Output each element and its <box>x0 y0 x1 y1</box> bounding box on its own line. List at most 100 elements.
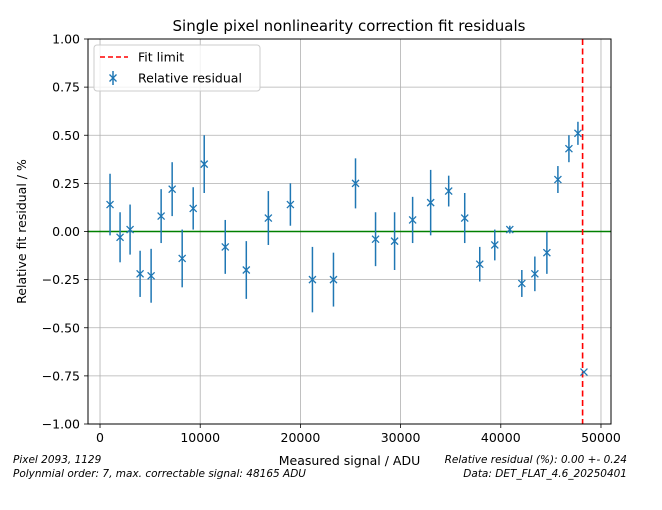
x-marker-stroke <box>351 179 360 188</box>
reference-lines <box>88 39 611 424</box>
legend-relative-residual-swatch <box>109 71 117 85</box>
data-points <box>106 121 588 376</box>
x-marker-stroke <box>221 242 230 251</box>
x-tick-label: 50000 <box>581 430 621 445</box>
x-marker-stroke <box>444 187 453 196</box>
y-tick-label: 0.25 <box>52 176 80 191</box>
x-tick-label: 40000 <box>481 430 521 445</box>
data-source: Data: DET_FLAT_4.6_20250401 <box>463 468 627 480</box>
pixel-info: Pixel 2093, 1129 <box>13 454 102 466</box>
y-tick-label: −0.50 <box>42 320 80 335</box>
data-point <box>517 270 526 297</box>
x-marker-stroke <box>542 248 551 257</box>
data-point <box>286 183 295 226</box>
x-marker-stroke <box>530 269 539 278</box>
x-marker-stroke <box>200 160 209 169</box>
data-point <box>178 229 187 288</box>
x-marker-stroke <box>329 275 338 284</box>
x-marker-stroke <box>553 175 562 184</box>
x-marker-stroke <box>505 225 514 234</box>
legend-marker-stroke <box>109 74 117 82</box>
y-tick-label: −0.25 <box>42 272 80 287</box>
data-point <box>308 246 317 313</box>
x-axis-label: Measured signal / ADU <box>279 453 421 468</box>
data-point <box>505 225 514 234</box>
x-tick-label: 0 <box>96 430 104 445</box>
data-point <box>116 212 125 263</box>
x-tick-label: 20000 <box>281 430 321 445</box>
data-point <box>460 193 469 244</box>
data-point <box>530 256 539 292</box>
x-marker-stroke <box>136 269 145 278</box>
x-marker-stroke <box>517 279 526 288</box>
data-point <box>147 248 156 303</box>
legend-fit-limit-label: Fit limit <box>138 50 184 65</box>
x-tick-label: 10000 <box>180 430 220 445</box>
footer-right: Relative residual (%): 0.00 +- 0.24 Data… <box>445 453 627 481</box>
legend-relative-residual-label: Relative residual <box>138 71 242 86</box>
data-point <box>157 189 166 244</box>
x-marker-stroke <box>147 271 156 280</box>
data-point <box>426 169 435 236</box>
x-marker-stroke <box>242 266 251 274</box>
data-point <box>126 204 135 255</box>
y-tick-label: 1.00 <box>52 32 80 47</box>
data-point <box>351 158 360 209</box>
y-tick-label: 0.00 <box>52 224 80 239</box>
y-tick-label: −1.00 <box>42 417 80 432</box>
data-point <box>329 252 338 307</box>
y-tick-label: −0.75 <box>42 368 80 383</box>
x-marker-stroke <box>264 214 273 222</box>
residual-summary: Relative residual (%): 0.00 +- 0.24 <box>444 454 627 466</box>
data-point <box>390 212 399 270</box>
x-marker-stroke <box>564 144 573 153</box>
x-marker-stroke <box>426 198 435 207</box>
x-marker-stroke <box>308 275 317 284</box>
chart-title: Single pixel nonlinearity correction fit… <box>173 17 526 35</box>
data-point <box>371 212 380 267</box>
x-marker-stroke <box>168 185 177 194</box>
x-marker-stroke <box>573 129 582 138</box>
legend-box <box>93 44 261 92</box>
x-marker-stroke <box>490 241 499 249</box>
x-marker-stroke <box>286 200 295 209</box>
data-point <box>444 175 453 207</box>
x-marker-stroke <box>178 254 187 263</box>
data-point <box>475 246 484 282</box>
data-point <box>408 196 417 244</box>
data-point <box>106 173 115 236</box>
x-marker-stroke <box>189 204 198 213</box>
data-point <box>542 231 551 274</box>
data-point <box>264 191 273 245</box>
x-marker-stroke <box>408 215 417 224</box>
x-marker-stroke <box>106 200 115 209</box>
x-marker-stroke <box>116 233 125 242</box>
data-point <box>579 368 588 376</box>
x-marker-stroke <box>390 237 399 246</box>
x-marker-stroke <box>371 235 380 244</box>
x-marker-stroke <box>475 260 484 269</box>
y-axis-label: Relative fit residual / % <box>14 159 29 304</box>
legend: Fit limit Relative residual <box>93 44 261 92</box>
x-marker-stroke <box>157 212 166 221</box>
data-point <box>242 241 251 299</box>
data-point <box>564 135 573 163</box>
data-point <box>553 166 562 193</box>
y-tick-label: 0.50 <box>52 128 80 143</box>
x-marker-stroke <box>460 214 469 222</box>
axis-ticks: 0 10000 20000 30000 40000 50000 −1.00 −0.75 −0.5… <box>42 32 621 446</box>
x-tick-label: 30000 <box>381 430 421 445</box>
data-point <box>573 121 582 145</box>
data-point <box>490 229 499 261</box>
y-tick-label: 0.75 <box>52 80 80 95</box>
data-point <box>200 135 209 193</box>
x-marker-stroke <box>579 368 588 376</box>
data-point <box>168 162 177 217</box>
x-marker-stroke <box>126 225 135 234</box>
data-point <box>189 187 198 230</box>
data-point <box>221 219 230 274</box>
data-point <box>136 250 145 297</box>
polynomial-info: Polynmial order: 7, max. correctable sig… <box>13 468 306 480</box>
footer-left: Pixel 2093, 1129 Polynmial order: 7, max… <box>13 453 306 481</box>
